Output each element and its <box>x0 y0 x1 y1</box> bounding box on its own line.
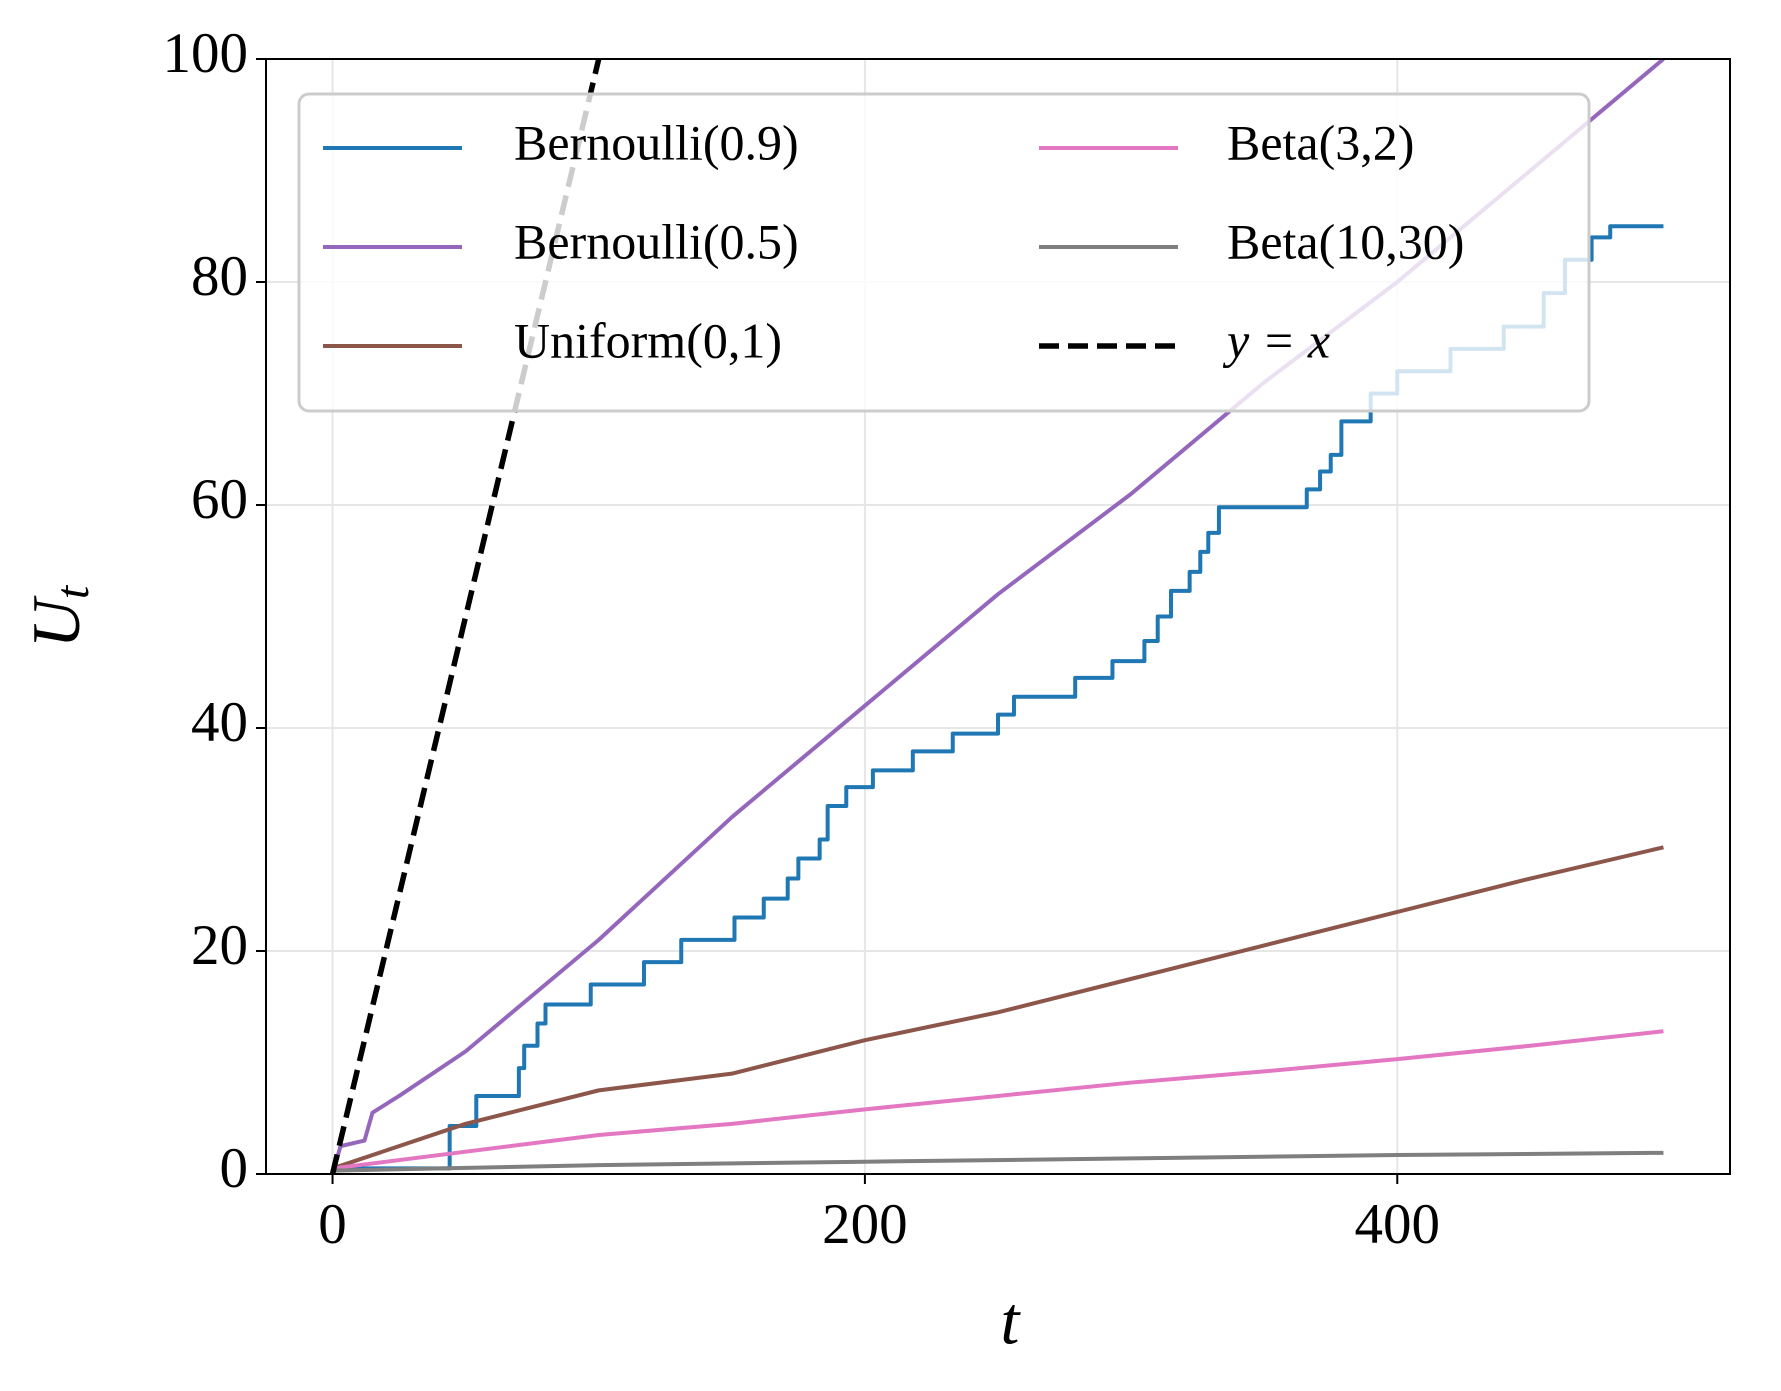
legend-label: Uniform(0,1) <box>514 312 782 368</box>
axes-frame <box>265 58 1731 1175</box>
y-axis-label: Ut <box>18 584 99 648</box>
legend: Bernoulli(0.9) Bernoulli(0.5) Uniform(0,1)… <box>297 92 1591 413</box>
x-tick-label: 200 <box>822 1193 908 1256</box>
y-tick-label: 40 <box>191 691 248 754</box>
series-line <box>329 59 602 1174</box>
y-tick-label: 60 <box>191 468 248 531</box>
x-axis-label: t <box>1001 1283 1022 1359</box>
y-tick-label: 20 <box>191 914 248 977</box>
series-line <box>331 845 1664 1171</box>
y-tick-label: 100 <box>163 22 249 85</box>
series-line <box>332 1029 1664 1171</box>
legend-label: Bernoulli(0.9) <box>514 114 799 170</box>
y-tick-label: 80 <box>191 245 248 308</box>
y-tick-label: 0 <box>220 1137 249 1200</box>
ticks: 0 200 400 0 20 40 60 80 100 <box>163 22 1441 1256</box>
x-tick-label: 400 <box>1355 1193 1441 1256</box>
y-label-main: U <box>18 595 94 648</box>
legend-box <box>297 92 1591 413</box>
y-label-sub: t <box>46 584 99 599</box>
legend-label: Beta(10,30) <box>1227 213 1464 269</box>
legend-label: Beta(3,2) <box>1227 114 1414 170</box>
legend-label: y = x <box>1222 312 1330 368</box>
series-line <box>332 1150 1664 1173</box>
legend-label: Bernoulli(0.5) <box>514 213 799 269</box>
x-tick-label: 0 <box>318 1193 347 1256</box>
